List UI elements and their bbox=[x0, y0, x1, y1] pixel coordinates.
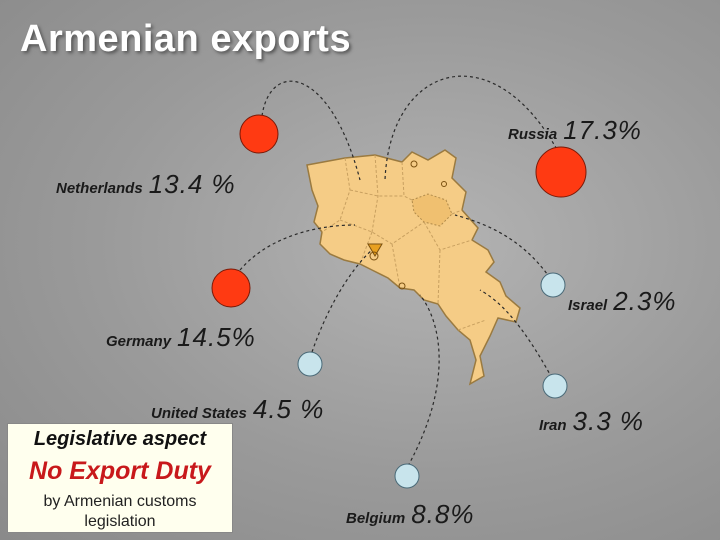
legislation-note: by Armenian customs legislation bbox=[43, 493, 197, 530]
city-icon bbox=[369, 251, 379, 261]
israel-marker bbox=[540, 272, 566, 298]
country-name: United States bbox=[151, 405, 247, 422]
iran-marker bbox=[542, 373, 568, 399]
export-share: 2.3% bbox=[613, 286, 677, 316]
label-iran: Iran 3.3 % bbox=[539, 406, 644, 437]
united-states-marker bbox=[297, 351, 323, 377]
export-share: 8.8% bbox=[411, 499, 475, 529]
line-iran bbox=[479, 289, 553, 379]
line-israel bbox=[454, 214, 551, 279]
city-icon bbox=[398, 282, 406, 290]
belgium-marker bbox=[394, 463, 420, 489]
netherlands-marker bbox=[239, 114, 279, 154]
export-share: 4.5 % bbox=[252, 394, 325, 424]
armenia-outline bbox=[306, 149, 521, 386]
legislative-heading: Legislative aspect bbox=[33, 428, 207, 450]
legislative-aspect-box: Legislative aspect No Export Duty by Arm… bbox=[7, 423, 233, 533]
lake-sevan bbox=[411, 193, 453, 227]
region-borders bbox=[321, 154, 487, 331]
country-name: Belgium bbox=[346, 510, 406, 527]
country-name: Israel bbox=[568, 297, 608, 314]
label-united-states: United States 4.5 % bbox=[151, 394, 324, 425]
city-icon bbox=[410, 160, 418, 168]
russia-marker bbox=[535, 146, 587, 198]
export-share: 3.3 % bbox=[572, 406, 645, 436]
connection-lines bbox=[239, 75, 566, 467]
country-name: Iran bbox=[539, 417, 567, 434]
city-icon bbox=[441, 181, 447, 187]
armenia-map bbox=[306, 149, 521, 386]
label-russia: Russia 17.3% bbox=[508, 115, 642, 146]
export-share: 13.4 % bbox=[148, 169, 236, 199]
line-belgium bbox=[407, 294, 440, 467]
label-belgium: Belgium 8.8% bbox=[346, 499, 474, 530]
capital-marker-icon bbox=[367, 243, 383, 257]
label-israel: Israel 2.3% bbox=[568, 286, 676, 317]
export-share: 14.5% bbox=[177, 322, 256, 352]
no-export-duty-text: No Export Duty bbox=[29, 457, 211, 485]
label-germany: Germany 14.5% bbox=[106, 322, 256, 353]
germany-marker bbox=[211, 268, 251, 308]
slide-title: Armenian exports bbox=[20, 18, 352, 60]
country-name: Russia bbox=[508, 126, 558, 143]
line-russia bbox=[384, 75, 566, 181]
export-share: 17.3% bbox=[563, 115, 642, 145]
country-name: Germany bbox=[106, 333, 172, 350]
label-netherlands: Netherlands 13.4 % bbox=[56, 169, 236, 200]
line-netherlands bbox=[261, 80, 361, 181]
line-germany bbox=[239, 224, 356, 271]
country-name: Netherlands bbox=[56, 180, 143, 197]
